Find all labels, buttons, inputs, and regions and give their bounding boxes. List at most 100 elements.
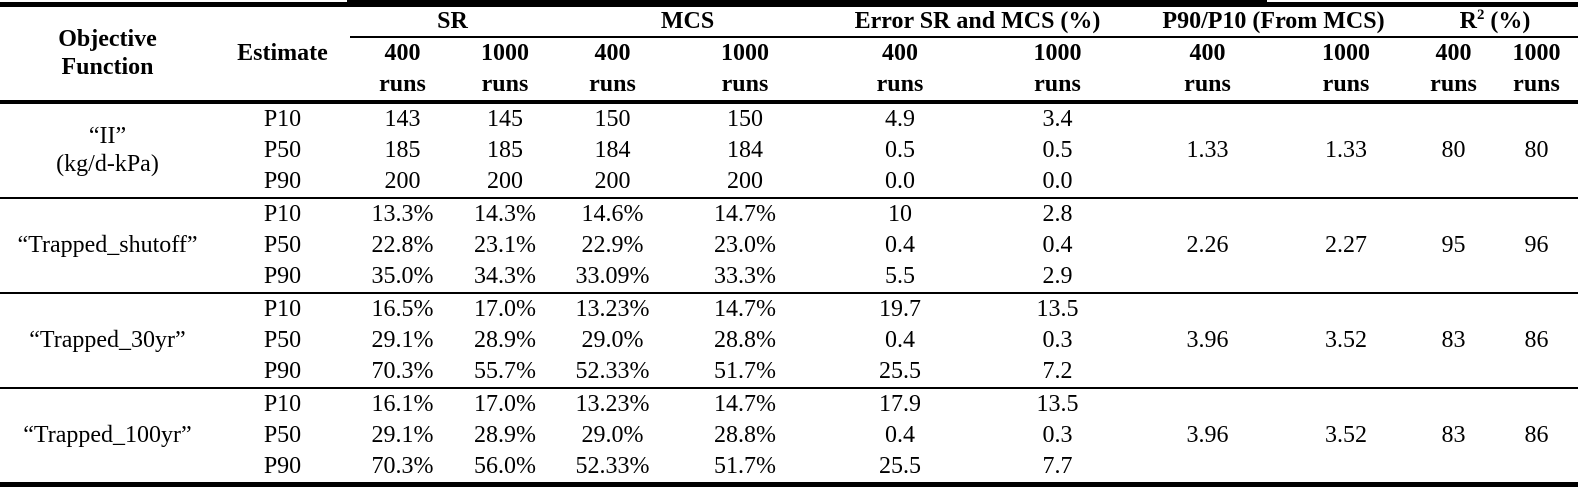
estimate-cell: P50 [263,327,302,354]
table-row: P50 185 185 184 184 0.5 0.5 [0,135,1578,166]
cell-error-400: 19.7 [820,292,980,325]
cell-mcs-400: 184 [594,137,631,164]
subheader-r2-400-runs: runs [1412,69,1496,104]
cell-mcs-400: 200 [594,168,631,195]
cell-r2-1000: 80 [1524,137,1549,164]
subheader-mcs-400-runs: runs [555,69,670,104]
estimate-cell: P90 [263,263,302,290]
cell-r2-400: 83 [1412,292,1496,388]
cell-error-1000: 13.5 [980,292,1136,325]
estimate-cell: P50 [263,137,302,164]
subheader-r2-1000: 1000 [1512,40,1561,67]
subheader-r2-1000-runs: runs [1495,69,1578,104]
cell-p90p10-1000: 2.27 [1280,197,1413,293]
cell-p90p10-400: 3.96 [1135,387,1281,485]
cell-error-400: 5.5 [885,263,915,290]
subheader-r2-400: 400 [1435,40,1472,67]
cell-sr-1000: 55.7% [474,358,536,385]
cell-mcs-400: 52.33% [575,358,650,385]
cell-sr-400: 13.3% [350,197,455,230]
subheader-error-1000: 1000 [1033,40,1082,67]
objective-function-cell: “II” (kg/d-kPa) [0,102,215,198]
subheader-p90p10-400-runs: runs [1135,69,1281,104]
header-objective-function: Objective Function [0,4,215,104]
cell-mcs-400: 29.0% [581,422,644,449]
r2-superscript: 2 [1476,7,1485,24]
cell-sr-400: 35.0% [371,263,434,290]
estimate-cell: P10 [215,292,350,325]
cell-error-1000: 2.8 [980,197,1136,230]
cell-error-400: 0.5 [885,137,915,164]
cell-error-400: 0.4 [885,232,915,259]
group-trapped-100yr: “Trapped_100yr” P10 16.1% 17.0% 13.23% 1… [0,387,1578,485]
table-header: Objective Function Estimate SR MCS Error… [0,4,1578,104]
cell-sr-1000: 34.3% [474,263,536,290]
cell-sr-400: 22.8% [371,232,434,259]
table-row: P90 70.3% 56.0% 52.33% 51.7% 25.5 7.7 [0,451,1578,485]
estimate-cell: P10 [215,197,350,230]
cell-mcs-1000: 200 [727,168,763,195]
cell-mcs-1000: 51.7% [714,358,776,385]
cell-p90p10-400: 3.96 [1135,292,1281,388]
table-row: P90 35.0% 34.3% 33.09% 33.3% 5.5 2.9 [0,261,1578,293]
cell-sr-400: 185 [384,137,421,164]
cell-error-1000: 0.4 [1042,232,1073,259]
cell-sr-1000: 185 [487,137,523,164]
objective-name: “Trapped_100yr” [23,421,192,448]
cell-sr-1000: 28.9% [474,422,536,449]
cell-r2-1000: 86 [1495,292,1578,388]
subheader-error-400-runs: runs [820,69,980,104]
cell-sr-1000: 145 [487,106,523,133]
cell-error-400: 4.9 [885,106,915,133]
objective-name: “II” [88,122,127,149]
cell-mcs-400: 13.23% [555,387,670,420]
cell-mcs-1000: 51.7% [714,453,776,480]
header-group-error-sr-mcs: Error SR and MCS (%) [820,4,1136,38]
subheader-sr-400: 400 [384,40,421,67]
cell-mcs-1000: 28.8% [714,422,776,449]
estimate-cell: P10 [215,387,350,420]
cell-p90p10-1000: 3.52 [1280,387,1413,485]
group-trapped-30yr: “Trapped_30yr” P10 16.5% 17.0% 13.23% 14… [0,292,1578,388]
table-row: P50 22.8% 23.1% 22.9% 23.0% 0.4 0.4 [0,230,1578,261]
header-group-sr: SR [350,4,555,38]
cell-r2-400: 83 [1412,387,1496,485]
cell-r2-400: 95 [1412,197,1496,293]
cell-sr-1000: 28.9% [474,327,536,354]
cell-sr-400: 200 [384,168,421,195]
cell-sr-400: 70.3% [371,453,434,480]
group-ii: “II” (kg/d-kPa) P10 143 145 150 150 4.9 … [0,102,1578,198]
subheader-sr-1000: 1000 [481,40,529,67]
cell-r2-400: 80 [1441,137,1466,164]
estimate-cell: P90 [263,358,302,385]
cell-error-1000: 7.7 [1042,453,1073,480]
cell-sr-400: 16.1% [350,387,455,420]
estimate-cell: P10 [263,106,302,133]
subheader-error-1000-runs: runs [980,69,1136,104]
cell-p90p10-1000: 1.33 [1325,137,1368,164]
cell-sr-1000: 56.0% [474,453,536,480]
cell-sr-1000: 17.0% [455,292,555,325]
cell-error-400: 10 [820,197,980,230]
cell-mcs-400: 14.6% [555,197,670,230]
cell-r2-1000: 86 [1495,387,1578,485]
cell-p90p10-1000: 3.52 [1280,292,1413,388]
subheader-sr-1000-runs: runs [455,69,555,104]
group-trapped-shutoff: “Trapped_shutoff” P10 13.3% 14.3% 14.6% … [0,197,1578,293]
r2-base: R [1459,8,1477,35]
cell-error-400: 0.0 [885,168,915,195]
cell-error-400: 17.9 [820,387,980,420]
cell-mcs-1000: 23.0% [714,232,776,259]
cell-mcs-1000: 33.3% [714,263,776,290]
estimate-cell: P90 [263,453,302,480]
cell-error-1000: 0.0 [1042,168,1073,195]
header-objective-function-label: Objective Function [58,25,157,80]
cell-mcs-400: 33.09% [575,263,650,290]
cell-p90p10-400: 2.26 [1135,197,1281,293]
table-row: P50 29.1% 28.9% 29.0% 28.8% 0.4 0.3 [0,325,1578,356]
header-group-p90p10: P90/P10 (From MCS) [1135,4,1413,38]
cell-sr-400: 16.5% [350,292,455,325]
cell-mcs-400: 150 [594,106,631,133]
table-row: “Trapped_100yr” P10 16.1% 17.0% 13.23% 1… [0,387,1578,485]
subheader-mcs-1000: 1000 [721,40,769,67]
